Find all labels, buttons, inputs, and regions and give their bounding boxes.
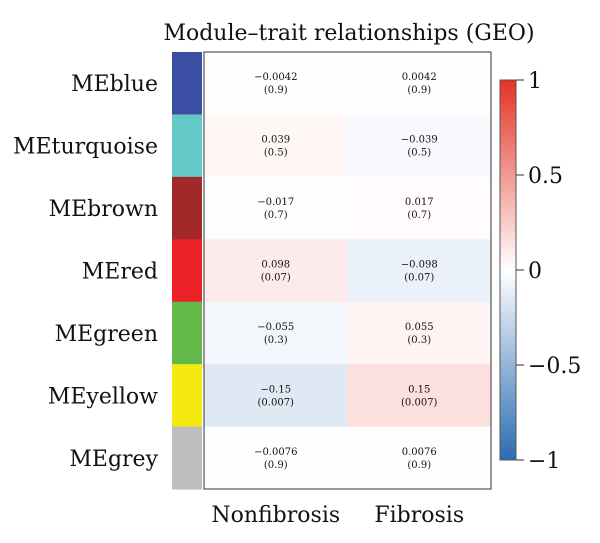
- swatch-MEgrey: [172, 426, 202, 490]
- heatmap-cell: [347, 176, 492, 240]
- colorbar-tick-label: 1: [528, 69, 542, 94]
- cell-pvalue: (0.007): [258, 397, 295, 408]
- column-label: Nonfibrosis: [211, 503, 340, 528]
- heatmap-cell: [347, 426, 492, 490]
- cell-correlation: −0.0042: [254, 72, 297, 83]
- heatmap-cell: [347, 52, 492, 115]
- cell-pvalue: (0.9): [407, 85, 431, 96]
- heatmap-cell: [347, 239, 492, 303]
- column-labels: Nonfibrosis Fibrosis: [211, 503, 464, 528]
- cell-pvalue: (0.07): [404, 273, 434, 284]
- cell-correlation: 0.15: [408, 384, 430, 395]
- row-label: MEgreen: [55, 322, 158, 347]
- swatch-MEbrown: [172, 176, 202, 240]
- cell-correlation: 0.017: [405, 197, 434, 208]
- heatmap-cell: [204, 301, 348, 365]
- swatch-MEred: [172, 239, 202, 303]
- cell-pvalue: (0.3): [264, 335, 288, 346]
- heatmap-cell: [204, 52, 348, 115]
- colorbar-ticks: 1 0.5 0 −0.5 −1: [516, 69, 581, 474]
- colorbar-tick-label: 0: [528, 259, 542, 284]
- swatch-MEyellow: [172, 364, 202, 428]
- cell-correlation: −0.055: [257, 322, 294, 333]
- heatmap-cells: −0.0042 (0.9) 0.0042 (0.9) 0.039 (0.5) −0.039 (…: [204, 52, 492, 490]
- heatmap-cell: [204, 426, 348, 490]
- heatmap-frame: [203, 51, 492, 490]
- row-label: MEyellow: [48, 384, 158, 409]
- cell-correlation: 0.098: [261, 260, 290, 271]
- heatmap-cell: [347, 364, 492, 428]
- cell-correlation: −0.039: [401, 135, 438, 146]
- cell-correlation: 0.0042: [402, 72, 437, 83]
- heatmap-cell: [347, 301, 492, 365]
- colorbar-tick-label: 0.5: [528, 164, 563, 189]
- swatch-MEblue: [172, 52, 202, 115]
- cell-pvalue: (0.7): [264, 210, 288, 221]
- colorbar-gradient: [499, 79, 517, 461]
- row-label: MEgrey: [69, 447, 158, 472]
- column-label: Fibrosis: [374, 503, 464, 528]
- swatch-MEgreen: [172, 301, 202, 365]
- cell-correlation: −0.15: [260, 384, 291, 395]
- cell-correlation: −0.0076: [254, 447, 297, 458]
- row-label: MEred: [82, 260, 158, 285]
- cell-correlation: −0.017: [257, 197, 294, 208]
- heatmap-cell: [347, 114, 492, 178]
- heatmap-cell: [204, 114, 348, 178]
- colorbar-tick-label: −0.5: [528, 354, 581, 379]
- cell-correlation: 0.055: [405, 322, 434, 333]
- cell-pvalue: (0.007): [401, 397, 438, 408]
- cell-pvalue: (0.9): [264, 85, 288, 96]
- row-label: MEturquoise: [13, 135, 158, 160]
- cell-pvalue: (0.5): [264, 148, 288, 159]
- swatch-MEturquoise: [172, 114, 202, 178]
- heatmap-cell: [204, 364, 348, 428]
- cell-pvalue: (0.7): [407, 210, 431, 221]
- cell-correlation: 0.0076: [402, 447, 437, 458]
- row-label: MEblue: [71, 72, 158, 97]
- cell-correlation: −0.098: [401, 260, 438, 271]
- cell-pvalue: (0.5): [407, 148, 431, 159]
- module-color-swatches: [172, 52, 202, 490]
- row-label: MEbrown: [49, 197, 158, 222]
- colorbar: [499, 79, 517, 461]
- colorbar-tick-label: −1: [528, 449, 560, 474]
- row-labels: MEblue MEturquoise MEbrown MEred MEgreen MEye…: [13, 72, 159, 472]
- cell-pvalue: (0.07): [261, 273, 291, 284]
- cell-pvalue: (0.9): [407, 460, 431, 471]
- heatmap-cell: [204, 176, 348, 240]
- cell-pvalue: (0.3): [407, 335, 431, 346]
- chart-title: Module–trait relationships (GEO): [163, 21, 534, 46]
- cell-pvalue: (0.9): [264, 460, 288, 471]
- cell-correlation: 0.039: [261, 135, 290, 146]
- heatmap-cell: [204, 239, 348, 303]
